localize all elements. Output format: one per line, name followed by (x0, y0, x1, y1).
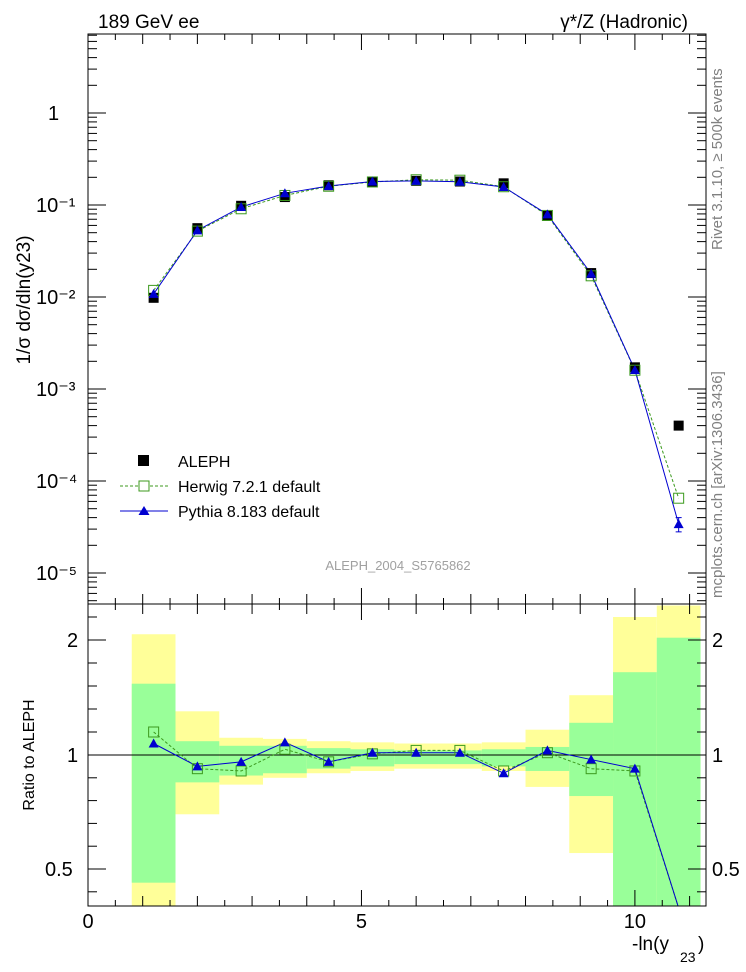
upper-y-tick-label: 10⁻⁴ (36, 471, 77, 493)
pythia-ratio-point (148, 738, 159, 748)
ratio-y-tick-label-left: 0.5 (45, 859, 73, 881)
ratio-y-tick-label-right: 1 (712, 745, 723, 767)
ratio-y-tick-label-right: 0.5 (712, 859, 740, 881)
main-plot-panel: 10⁻⁵ 10⁻⁴ 10⁻³ 10⁻² 10⁻¹ 1 ALEPH_2004_S576586… (14, 33, 707, 605)
legend: ALEPH Herwig 7.2.1 default Pythia 8.183 … (120, 454, 321, 521)
pythia-ratio-point (323, 756, 334, 766)
ratio-axis-ticks: 0.5 0.5 1 1 2 2 0 5 10 (45, 604, 740, 933)
herwig-ratio-point (585, 763, 597, 775)
pythia-ratio-point (411, 747, 422, 757)
upper-y-axis-label: 1/σ dσ/dln(y23) (14, 235, 35, 364)
x-tick-label: 0 (82, 911, 93, 933)
green-band-bin (481, 749, 526, 767)
ratio-y-axis-title: Ratio to ALEPH (21, 699, 38, 810)
aleph-data-point (673, 420, 684, 431)
pythia-ratio-point (586, 754, 597, 764)
plot-title-right: γ*/Z (Hadronic) (560, 12, 688, 33)
green-band-bin (613, 672, 657, 906)
pythia-ratio-point (367, 747, 378, 757)
pythia-data-point (192, 225, 203, 235)
green-band-bin (394, 750, 439, 765)
upper-y-tick-label: 10⁻⁵ (36, 563, 77, 585)
pythia-ratio-point (454, 747, 465, 757)
pythia-data-point (542, 209, 553, 219)
green-band-bin (438, 750, 482, 765)
green-band-bin (131, 683, 176, 883)
pythia-ratio-point (192, 761, 203, 771)
x-axis-title-close: ) (698, 934, 704, 955)
legend-aleph-label: ALEPH (178, 454, 230, 471)
x-tick-label: 5 (356, 911, 367, 933)
ratio-plot-panel: 0.5 0.5 1 1 2 2 0 5 10 Ratio to ALEPH -ln(y 23 ) (21, 603, 740, 965)
pythia-data-point (454, 176, 465, 186)
analysis-watermark: ALEPH_2004_S5765862 (325, 558, 470, 573)
herwig-ratio-point (148, 726, 160, 738)
pythia-data-point (323, 180, 334, 190)
herwig-ratio-point (235, 765, 247, 777)
pythia-data-point (236, 202, 247, 212)
x-axis-title-subscript: 23 (680, 949, 696, 965)
green-band-bin (350, 749, 395, 767)
x-axis-title-main: -ln(y (632, 934, 669, 955)
uncertainty-bands (131, 605, 701, 906)
pythia-line (153, 180, 680, 525)
herwig-data-point (498, 181, 510, 193)
pythia-data-point (629, 364, 640, 374)
pythia-data-point (367, 176, 378, 186)
pythia-data-point (411, 175, 422, 185)
upper-y-tick-label: 1 (48, 103, 59, 125)
legend-herwig-label: Herwig 7.2.1 default (178, 479, 321, 496)
pythia-ratio-point (542, 745, 553, 755)
x-tick-label: 10 (624, 911, 646, 933)
pythia-data-point (586, 268, 597, 278)
upper-series-markers (148, 174, 685, 533)
ratio-y-tick-label-left: 2 (67, 630, 78, 652)
pythia-data-point (279, 188, 290, 198)
lower-frame (87, 603, 707, 907)
upper-axis-ticks: 10⁻⁵ 10⁻⁴ 10⁻³ 10⁻² 10⁻¹ 1 (36, 34, 706, 604)
pythia-ratio-point (629, 763, 640, 773)
upper-y-tick-label: 10⁻² (36, 287, 76, 309)
legend-herwig-marker (138, 480, 150, 492)
mcplots-label: mcplots.cern.ch [arXiv:1306.3436] (709, 371, 726, 598)
green-band-bin (263, 745, 307, 774)
upper-y-tick-label: 10⁻¹ (36, 195, 76, 217)
pythia-data-point (148, 288, 159, 298)
pythia-ratio-point (236, 756, 247, 766)
legend-pythia-label: Pythia 8.183 default (178, 504, 320, 521)
pythia-data-point (498, 181, 509, 191)
pythia-ratio-point (498, 768, 509, 778)
plot-title-left: 189 GeV ee (98, 12, 199, 33)
upper-series-lines (153, 179, 680, 525)
green-band-bin (656, 637, 701, 906)
legend-aleph-marker (138, 455, 149, 466)
upper-y-tick-label: 10⁻³ (36, 379, 76, 401)
ratio-series-markers (148, 726, 641, 778)
pythia-ratio-point (279, 737, 290, 747)
x-axis-title: -ln(y 23 ) (632, 934, 704, 965)
upper-y-axis-title: 1/σ dσ/dln(y23) (14, 235, 35, 364)
ratio-y-tick-label-left: 1 (67, 745, 78, 767)
rivet-version-label: Rivet 3.1.10, ≥ 500k events (709, 68, 726, 250)
herwig-ratio-line (153, 731, 679, 906)
ratio-y-tick-label-right: 2 (712, 630, 723, 652)
herwig-data-point (673, 492, 685, 504)
ratio-y-axis-label: Ratio to ALEPH (21, 699, 38, 810)
legend-pythia-marker (138, 506, 150, 515)
herwig-line (153, 179, 680, 499)
